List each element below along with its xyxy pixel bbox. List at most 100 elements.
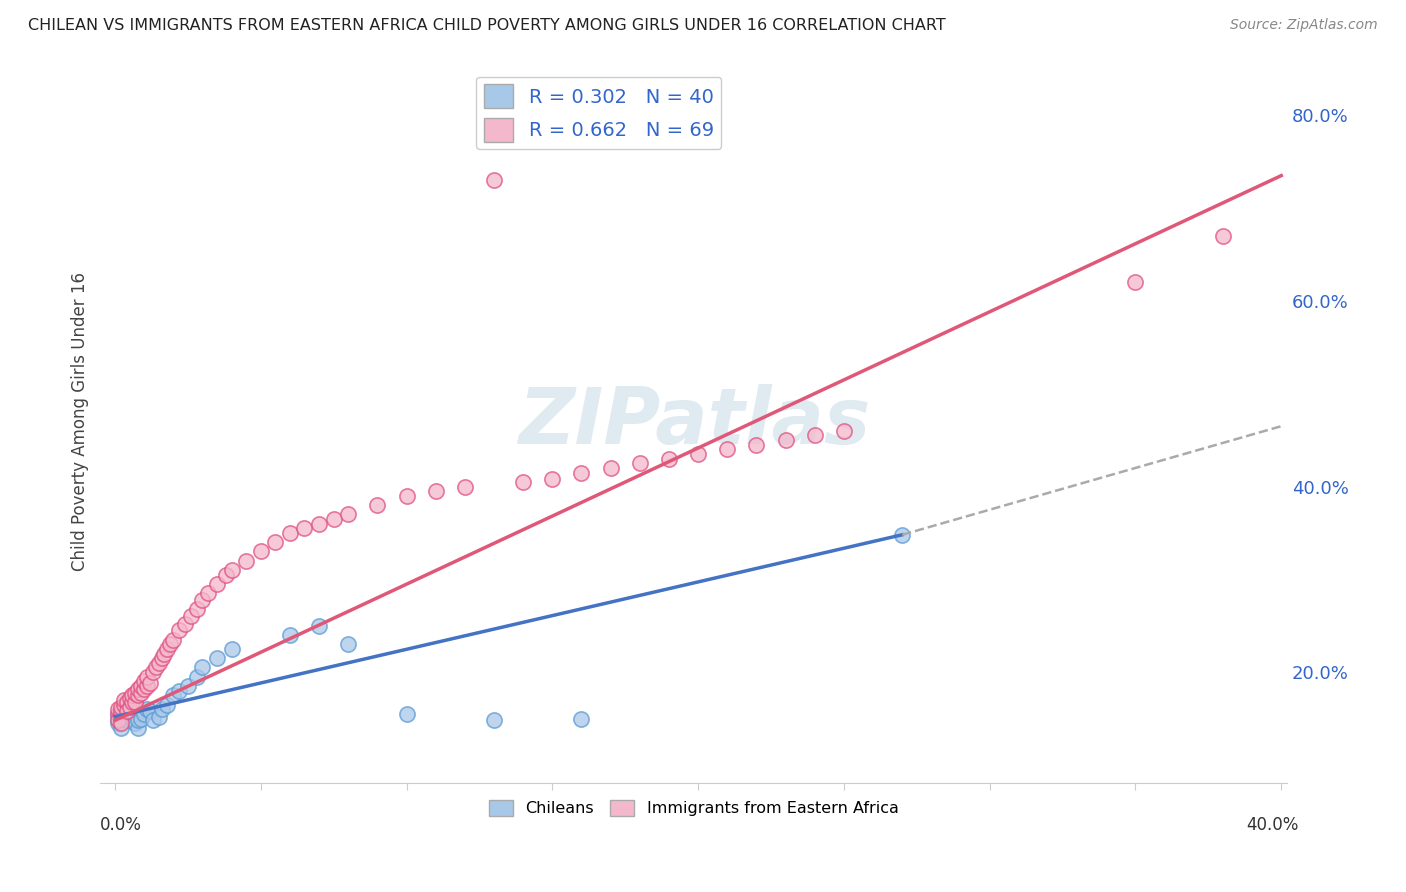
Point [107, 712, 129, 726]
Point [132, 681, 155, 696]
Point [121, 704, 143, 718]
Point [107, 706, 129, 721]
Point [127, 714, 149, 728]
Point [278, 525, 301, 540]
Point [1125, 276, 1147, 290]
Point [142, 665, 165, 680]
Point [107, 702, 129, 716]
Text: 40.0%: 40.0% [1247, 816, 1299, 834]
Point [1212, 228, 1234, 243]
Point [803, 428, 825, 442]
Point [174, 616, 197, 631]
Point [127, 721, 149, 735]
Point [145, 660, 167, 674]
Point [110, 716, 132, 731]
Point [115, 695, 138, 709]
Point [512, 475, 534, 489]
Point [150, 702, 173, 716]
Point [716, 442, 738, 457]
Point [124, 695, 146, 709]
Point [156, 698, 179, 712]
Point [308, 618, 330, 632]
Point [205, 577, 228, 591]
Point [150, 651, 173, 665]
Point [395, 706, 418, 721]
Point [162, 689, 184, 703]
Point [186, 602, 208, 616]
Point [775, 433, 797, 447]
Point [136, 702, 159, 716]
Point [891, 528, 914, 542]
Point [127, 689, 149, 703]
Text: 0.0%: 0.0% [100, 816, 142, 834]
Point [110, 708, 132, 723]
Point [118, 691, 141, 706]
Point [112, 706, 135, 721]
Point [205, 651, 228, 665]
Point [745, 438, 768, 452]
Point [221, 641, 243, 656]
Point [112, 702, 135, 716]
Point [658, 451, 681, 466]
Point [599, 461, 621, 475]
Point [571, 712, 593, 726]
Point [118, 700, 141, 714]
Point [221, 563, 243, 577]
Point [322, 512, 344, 526]
Point [308, 516, 330, 531]
Point [832, 424, 855, 438]
Point [249, 544, 271, 558]
Point [541, 472, 564, 486]
Point [180, 609, 202, 624]
Point [107, 716, 129, 731]
Point [197, 586, 219, 600]
Point [107, 714, 129, 728]
Point [121, 712, 143, 726]
Point [454, 479, 477, 493]
Point [337, 637, 360, 651]
Point [118, 700, 141, 714]
Point [110, 721, 132, 735]
Point [129, 712, 152, 726]
Point [110, 704, 132, 718]
Point [129, 685, 152, 699]
Point [167, 624, 190, 638]
Point [112, 693, 135, 707]
Point [186, 670, 208, 684]
Point [628, 456, 651, 470]
Point [264, 535, 287, 549]
Point [177, 679, 200, 693]
Point [148, 656, 170, 670]
Point [132, 674, 155, 689]
Point [142, 714, 165, 728]
Point [139, 676, 162, 690]
Point [235, 554, 257, 568]
Text: CHILEAN VS IMMIGRANTS FROM EASTERN AFRICA CHILD POVERTY AMONG GIRLS UNDER 16 COR: CHILEAN VS IMMIGRANTS FROM EASTERN AFRIC… [28, 18, 946, 33]
Point [162, 632, 184, 647]
Point [136, 679, 159, 693]
Point [112, 698, 135, 712]
Point [139, 704, 162, 718]
Point [571, 466, 593, 480]
Point [191, 660, 214, 674]
Point [688, 447, 710, 461]
Legend: Chileans, Immigrants from Eastern Africa: Chileans, Immigrants from Eastern Africa [482, 793, 905, 822]
Point [191, 592, 214, 607]
Point [153, 647, 176, 661]
Point [110, 714, 132, 728]
Point [278, 628, 301, 642]
Text: ZIPatlas: ZIPatlas [517, 384, 870, 459]
Point [124, 706, 146, 721]
Point [127, 681, 149, 696]
Point [136, 670, 159, 684]
Point [118, 706, 141, 721]
Point [482, 173, 505, 187]
Point [124, 716, 146, 731]
Point [425, 484, 447, 499]
Point [294, 521, 316, 535]
Point [366, 498, 388, 512]
Point [167, 683, 190, 698]
Point [132, 706, 155, 721]
Point [124, 685, 146, 699]
Point [482, 714, 505, 728]
